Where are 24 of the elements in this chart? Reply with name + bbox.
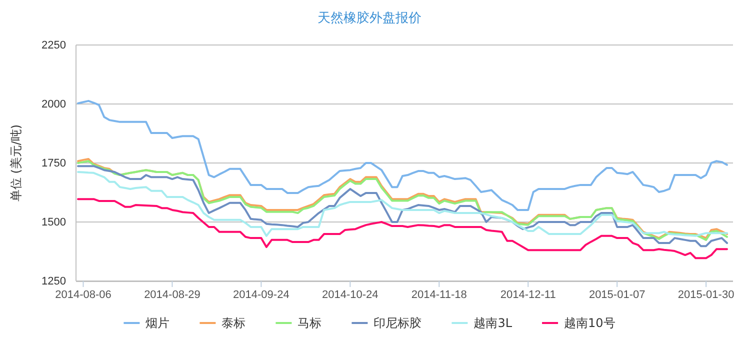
- legend-label: 印尼标胶: [374, 316, 422, 330]
- legend-label: 烟片: [146, 316, 170, 330]
- line-series: [77, 170, 728, 237]
- y-tick-label: 1500: [42, 216, 66, 229]
- y-tick-label: 2000: [42, 98, 66, 111]
- chart-title: 天然橡胶外盘报价: [318, 11, 422, 26]
- legend-label: 马标: [298, 316, 322, 330]
- y-tick-label: 1750: [42, 158, 66, 170]
- x-tick-label: 2014-08-29: [144, 288, 200, 301]
- y-tick-label: 2250: [42, 40, 66, 52]
- y-tick-label: 1250: [42, 276, 66, 288]
- line-series: [77, 198, 728, 260]
- legend-label: 越南10号: [564, 316, 616, 330]
- line-series: [77, 100, 728, 211]
- x-tick-label: 2014-09-24: [233, 288, 290, 301]
- x-tick-label: 2015-01-07: [588, 288, 646, 301]
- x-tick-label: 2014-11-18: [411, 288, 467, 301]
- x-tick-label: 2014-08-06: [55, 288, 112, 301]
- y-axis-title: 单位 (美元/吨): [9, 124, 23, 202]
- x-tick-label: 2014-12-11: [500, 288, 556, 301]
- x-tick-label: 2015-01-30: [678, 288, 734, 301]
- legend-label: 泰标: [222, 316, 246, 330]
- x-tick-label: 2014-10-24: [322, 288, 378, 301]
- legend-label: 越南3L: [474, 316, 512, 330]
